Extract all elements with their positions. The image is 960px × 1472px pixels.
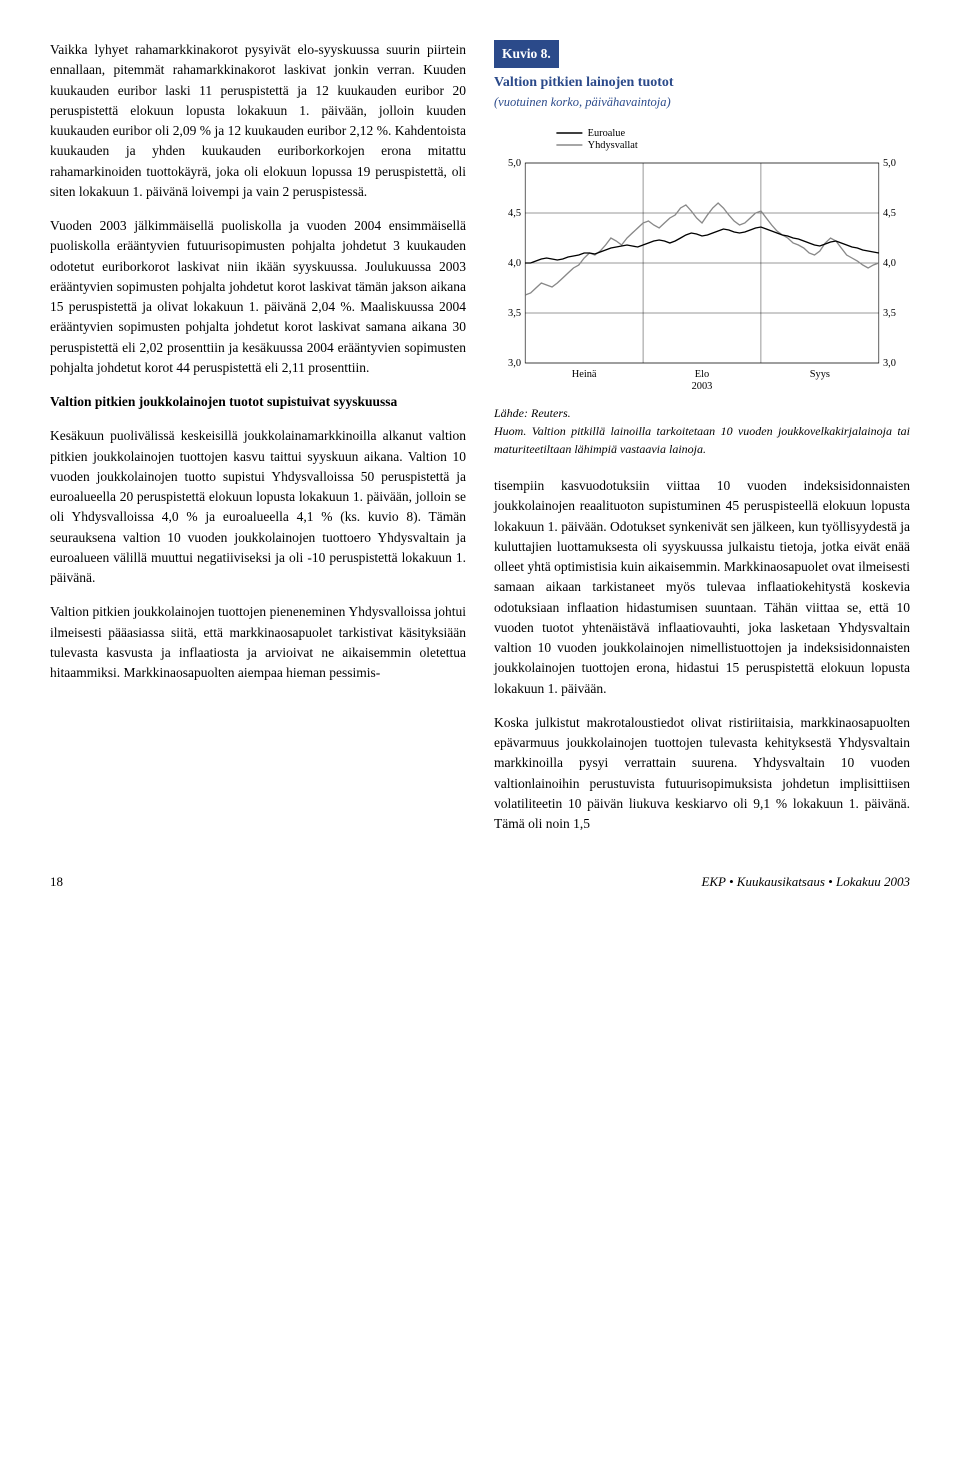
figure-source: Lähde: Reuters. [494, 404, 910, 422]
figure-8: Kuvio 8. Valtion pitkien lainojen tuotot… [494, 40, 910, 458]
svg-text:3,5: 3,5 [508, 308, 521, 319]
para-r1: tisempiin kasvuodotuksiin viittaa 10 vuo… [494, 476, 910, 699]
para-3: Kesäkuun puolivälissä keskeisillä joukko… [50, 426, 466, 588]
svg-text:Euroalue: Euroalue [588, 128, 626, 139]
publication-info: EKP • Kuukausikatsaus • Lokakuu 2003 [701, 872, 910, 892]
svg-text:3,0: 3,0 [883, 358, 896, 369]
svg-text:5,0: 5,0 [883, 158, 896, 169]
figure-subtitle: (vuotuinen korko, päivähavaintoja) [494, 93, 910, 112]
svg-text:4,5: 4,5 [883, 208, 896, 219]
right-column: Kuvio 8. Valtion pitkien lainojen tuotot… [494, 40, 910, 848]
svg-text:3,5: 3,5 [883, 308, 896, 319]
page-number: 18 [50, 872, 63, 892]
figure-chart: 5,0 5,0 4,5 4,5 4,0 4,0 3,5 3,5 3,0 3,0 Heinä Elo Sy… [494, 118, 910, 398]
para-4: Valtion pitkien joukkolainojen tuottojen… [50, 602, 466, 683]
svg-text:4,0: 4,0 [508, 258, 521, 269]
para-1: Vaikka lyhyet rahamarkkinakorot pysyivät… [50, 40, 466, 202]
para-r2: Koska julkistut makrotaloustiedot olivat… [494, 713, 910, 835]
page-footer: 18 EKP • Kuukausikatsaus • Lokakuu 2003 [50, 872, 910, 892]
svg-text:Yhdysvallat: Yhdysvallat [588, 140, 638, 151]
para-2: Vuoden 2003 jälkimmäisellä puoliskolla j… [50, 216, 466, 378]
svg-text:4,5: 4,5 [508, 208, 521, 219]
subheading-bonds: Valtion pitkien joukkolainojen tuotot su… [50, 392, 466, 412]
svg-text:2003: 2003 [692, 381, 713, 392]
figure-title: Valtion pitkien lainojen tuotot [494, 72, 910, 93]
svg-text:3,0: 3,0 [508, 358, 521, 369]
figure-note: Huom. Valtion pitkillä lainoilla tarkoit… [494, 422, 910, 458]
svg-text:4,0: 4,0 [883, 258, 896, 269]
left-column: Vaikka lyhyet rahamarkkinakorot pysyivät… [50, 40, 466, 848]
svg-text:5,0: 5,0 [508, 158, 521, 169]
figure-header: Kuvio 8. [494, 40, 559, 68]
svg-text:Syys: Syys [810, 369, 830, 380]
svg-text:Elo: Elo [695, 369, 709, 380]
svg-text:Heinä: Heinä [572, 369, 597, 380]
